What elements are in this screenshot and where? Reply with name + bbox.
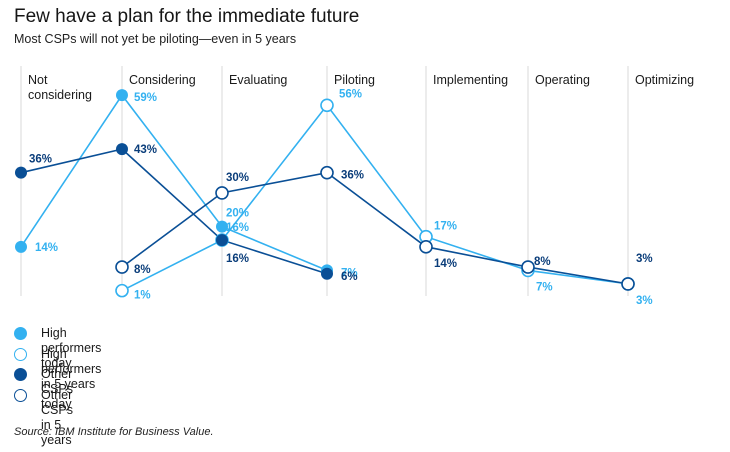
data-label: 6% [341,271,358,283]
data-label: 16% [226,222,249,234]
hollow-light-circle-icon [14,347,27,361]
data-label: 20% [226,208,249,220]
category-label: Optimizing [635,73,694,87]
filled-dark-circle-icon [14,368,27,381]
category-label: considering [28,88,92,102]
data-label: 3% [636,253,653,265]
data-label: 7% [341,267,358,279]
data-point [621,277,635,291]
data-point [321,267,333,280]
hollow-dark-circle-icon [14,388,27,402]
data-point [115,260,129,274]
category-label: Considering [129,73,196,87]
series-line-0 [20,93,328,272]
data-label: 17% [434,221,457,233]
data-label: 36% [341,170,364,182]
data-label: 14% [434,258,457,270]
category-label: Implementing [433,73,508,87]
data-label: 8% [134,264,151,276]
legend-label: Other CSPs today [41,367,73,411]
chart-title: Few have a plan for the immediate future [14,6,360,27]
data-label: 7% [536,281,553,293]
series-line-1 [121,103,629,292]
data-point [216,220,228,233]
data-label: 14% [35,242,58,254]
category-label: Piloting [334,73,375,87]
data-point [116,89,128,102]
source-note: Source: IBM Institute for Business Value… [14,426,214,438]
category-label: Operating [535,73,590,87]
data-label: 56% [339,88,362,100]
data-point [116,143,128,156]
data-label: 43% [134,144,157,156]
data-label: 16% [226,253,249,265]
legend-label: Other CSPs in 5 years [41,387,73,447]
category-label: Not [28,73,48,87]
data-label: 30% [226,172,249,184]
series-line-3 [121,171,629,285]
data-point [320,165,334,180]
data-label: 59% [134,92,157,104]
chart-subtitle: Most CSPs will not yet be piloting—even … [14,32,297,46]
data-point [15,240,27,253]
legend-label: High performers today [41,326,102,370]
data-point [521,260,535,274]
category-label: Evaluating [229,73,287,87]
data-label: 3% [636,295,653,307]
data-point [216,234,228,247]
series-line-2 [20,148,328,275]
data-point [15,166,27,179]
filled-light-circle-icon [14,327,27,340]
data-label: 1% [134,290,151,302]
data-point [419,240,433,254]
data-point [215,186,229,200]
data-label: 8% [534,256,551,268]
data-point [320,98,334,113]
data-point [115,283,129,298]
legend-label: High performers in 5 years [41,346,102,391]
data-label: 36% [29,154,52,166]
